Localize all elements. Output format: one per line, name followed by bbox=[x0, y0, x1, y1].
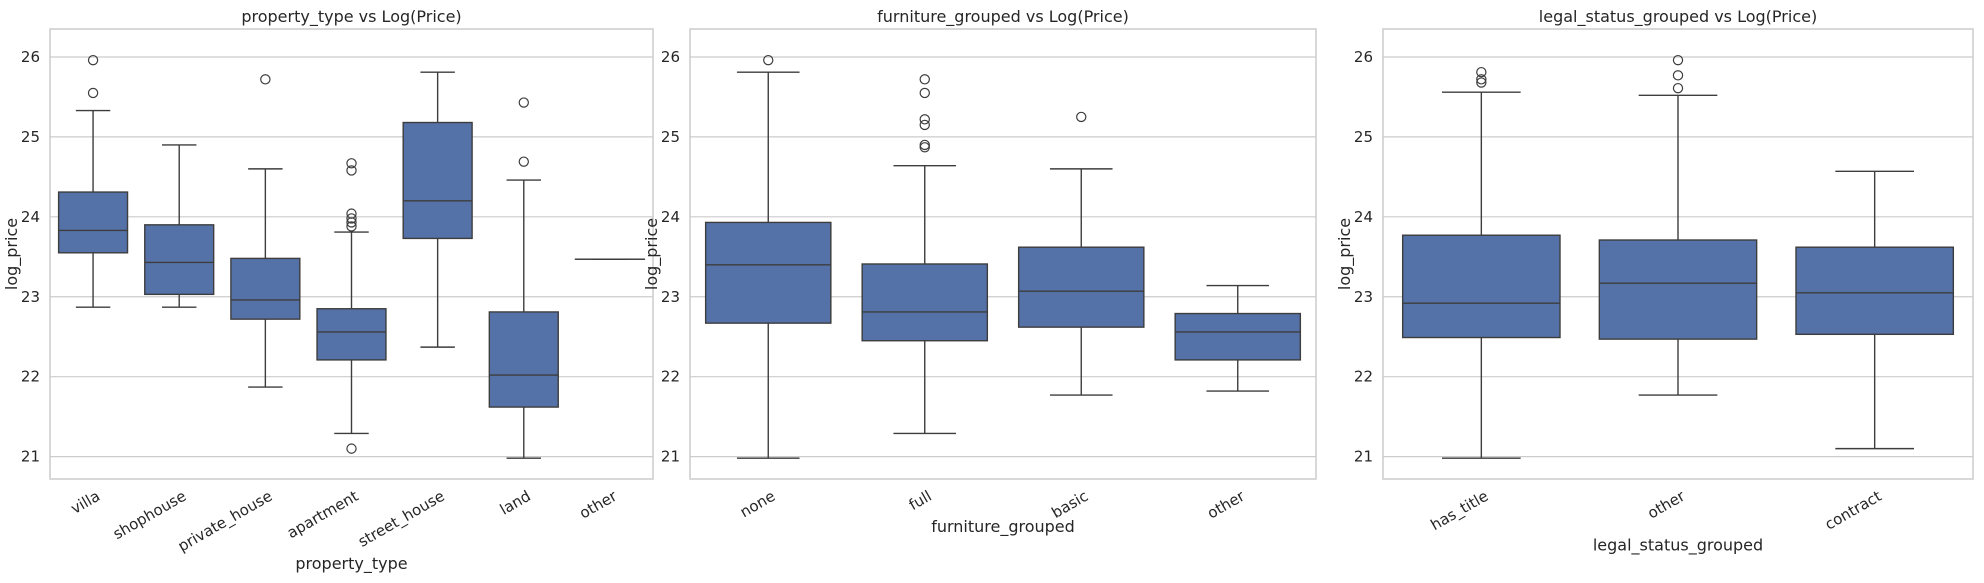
box-apartment bbox=[316, 158, 387, 454]
box-street_house bbox=[402, 71, 473, 348]
box-has_title bbox=[1401, 66, 1561, 459]
x-tick-label: none bbox=[737, 487, 778, 521]
y-tick-label: 23 bbox=[661, 288, 680, 306]
outlier-point bbox=[346, 443, 357, 454]
box-contract bbox=[1795, 170, 1955, 450]
box-body bbox=[1017, 246, 1145, 328]
outlier-point bbox=[346, 158, 357, 169]
axes-frame bbox=[689, 28, 1317, 480]
x-axis-title: legal_status_grouped bbox=[1593, 535, 1763, 555]
outlier-point bbox=[518, 156, 529, 167]
box-body bbox=[704, 221, 832, 324]
box-land bbox=[488, 97, 559, 459]
y-tick-label: 21 bbox=[1354, 448, 1373, 466]
outlier-point bbox=[87, 87, 99, 99]
x-tick-label: shophouse bbox=[110, 487, 189, 543]
y-tick-label: 24 bbox=[1354, 208, 1373, 226]
outlier-point bbox=[1672, 82, 1684, 94]
box-other bbox=[1174, 284, 1302, 392]
outlier-point bbox=[1476, 77, 1487, 88]
box-full bbox=[861, 74, 989, 435]
box-shophouse bbox=[144, 144, 215, 308]
outlier-point bbox=[1672, 54, 1684, 66]
y-axis-title: log_price bbox=[1335, 218, 1355, 290]
box-body bbox=[1174, 312, 1302, 361]
chart-panel-3: 21 22 23 24 25 26 has_title other contract legal_… bbox=[1335, 7, 1974, 555]
outlier-point bbox=[1476, 66, 1487, 78]
y-tick-label: 23 bbox=[21, 288, 40, 306]
y-tick-label: 25 bbox=[21, 128, 40, 146]
y-tick-label: 26 bbox=[21, 48, 40, 66]
outlier-point bbox=[919, 74, 930, 85]
x-tick-label: villa bbox=[68, 487, 103, 518]
y-tick-label: 23 bbox=[1354, 288, 1373, 306]
box-body bbox=[144, 224, 215, 296]
y-tick-label: 24 bbox=[661, 208, 680, 226]
outlier-point bbox=[1476, 74, 1487, 85]
box-body bbox=[402, 121, 473, 240]
box-body bbox=[1598, 239, 1758, 340]
y-tick-label: 25 bbox=[661, 128, 680, 146]
box-villa bbox=[57, 54, 129, 308]
x-tick-label: full bbox=[906, 487, 935, 514]
x-tick-label: street_house bbox=[355, 487, 448, 552]
x-tick-label: contract bbox=[1822, 487, 1885, 534]
box-body bbox=[316, 308, 387, 361]
x-tick-label: private_house bbox=[175, 487, 276, 556]
x-tick-label: other bbox=[576, 486, 620, 522]
box-other bbox=[1598, 54, 1758, 396]
outlier-point bbox=[346, 213, 357, 224]
outlier-point bbox=[518, 97, 529, 108]
y-tick-label: 22 bbox=[21, 368, 40, 386]
box-body bbox=[57, 191, 129, 254]
box-body bbox=[230, 257, 301, 320]
box-none bbox=[704, 54, 832, 459]
x-tick-label: other bbox=[1644, 486, 1688, 522]
outlier-point bbox=[919, 139, 930, 151]
axes-frame bbox=[49, 28, 654, 480]
box-private_house bbox=[230, 74, 301, 388]
y-tick-label: 22 bbox=[1354, 368, 1373, 386]
x-tick-label: has_title bbox=[1427, 487, 1491, 535]
box-body bbox=[488, 311, 559, 408]
y-axis-title: log_price bbox=[2, 218, 22, 290]
outlier-point bbox=[919, 114, 930, 125]
box-body bbox=[1401, 234, 1561, 339]
x-tick-label: apartment bbox=[284, 487, 362, 542]
y-tick-label: 22 bbox=[661, 368, 680, 386]
outlier-point bbox=[346, 221, 357, 232]
outlier-point bbox=[919, 87, 930, 99]
chart-title: legal_status_grouped vs Log(Price) bbox=[1539, 7, 1817, 27]
box-basic bbox=[1017, 111, 1145, 396]
outlier-point bbox=[763, 54, 774, 66]
box-body bbox=[1795, 246, 1955, 336]
y-tick-label: 26 bbox=[1354, 48, 1373, 66]
outlier-point bbox=[346, 165, 357, 176]
y-tick-label: 26 bbox=[661, 48, 680, 66]
outlier-point bbox=[1672, 70, 1684, 81]
y-tick-label: 25 bbox=[1354, 128, 1373, 146]
outlier-point bbox=[346, 208, 357, 219]
x-axis-title: property_type bbox=[295, 554, 407, 574]
outlier-point bbox=[1076, 111, 1087, 123]
y-tick-label: 24 bbox=[21, 208, 40, 226]
box-body bbox=[861, 263, 989, 342]
x-tick-label: land bbox=[497, 487, 534, 519]
chart-title: furniture_grouped vs Log(Price) bbox=[877, 7, 1129, 27]
x-tick-label: other bbox=[1204, 486, 1248, 522]
outlier-point bbox=[260, 74, 271, 85]
axes-frame bbox=[1382, 28, 1974, 480]
y-axis-title: log_price bbox=[642, 218, 662, 290]
x-axis-title: furniture_grouped bbox=[931, 517, 1075, 537]
y-tick-label: 21 bbox=[661, 448, 680, 466]
y-tick-label: 21 bbox=[21, 448, 40, 466]
outlier-point bbox=[87, 54, 99, 66]
outlier-point bbox=[919, 119, 930, 131]
chart-title: property_type vs Log(Price) bbox=[241, 7, 461, 27]
